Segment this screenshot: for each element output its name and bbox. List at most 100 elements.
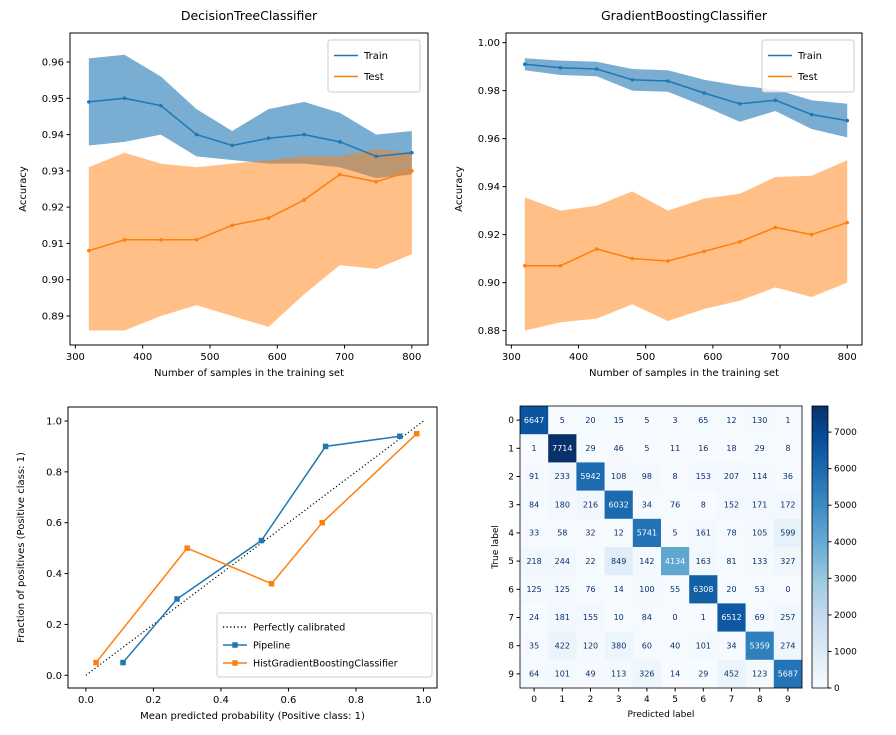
cm-cell-4-5 xyxy=(661,518,690,548)
cm-cell-8-0 xyxy=(520,631,549,661)
cm-cell-6-4 xyxy=(632,575,662,604)
cm-value: 20 xyxy=(585,416,595,425)
cm-value: 327 xyxy=(780,557,795,566)
cm-cell-9-9 xyxy=(773,659,803,689)
cm-value: 180 xyxy=(555,500,570,509)
legend-label: Test xyxy=(797,72,818,83)
marker xyxy=(184,545,190,551)
cm-cell-6-5 xyxy=(661,575,690,604)
cm-cell-8-3 xyxy=(604,631,634,661)
cm-value: 163 xyxy=(696,557,711,566)
cm-cell-3-1 xyxy=(548,490,577,520)
x-tick-label: 4 xyxy=(644,695,650,705)
y-tick-label: 0.91 xyxy=(42,239,64,250)
legend-label: Test xyxy=(363,72,384,83)
colorbar xyxy=(811,405,829,689)
series-line-train xyxy=(524,63,848,122)
cm-value: 76 xyxy=(670,500,680,509)
cm-cell-6-2 xyxy=(576,575,605,604)
x-axis-label: Number of samples in the training set xyxy=(154,368,344,379)
y-tick-label: 6 xyxy=(508,585,514,595)
cm-cell-1-4 xyxy=(632,434,662,463)
cm-cell-3-4 xyxy=(632,490,662,520)
cm-value: 64 xyxy=(529,670,539,679)
cm-cell-0-5 xyxy=(661,406,690,435)
cm-value: 18 xyxy=(726,444,736,453)
cm-cell-2-7 xyxy=(717,462,746,491)
x-tick-label: 1 xyxy=(559,695,565,705)
cm-value: 98 xyxy=(642,472,652,481)
cm-cell-1-1 xyxy=(548,434,577,463)
marker xyxy=(194,132,199,137)
y-tick-label: 0.96 xyxy=(42,58,64,69)
y-axis-label: True label xyxy=(491,525,501,570)
cm-cell-0-2 xyxy=(576,406,605,435)
cm-cell-2-2 xyxy=(576,462,605,491)
cm-value: 35 xyxy=(529,641,539,650)
y-axis-label: Accuracy xyxy=(454,166,465,212)
cm-cell-5-6 xyxy=(689,547,718,576)
cm-value: 108 xyxy=(611,472,626,481)
x-axis-label: Predicted label xyxy=(628,710,695,720)
band-test xyxy=(524,160,848,331)
marker xyxy=(809,232,814,237)
marker xyxy=(319,519,325,526)
marker xyxy=(410,150,414,155)
x-tick-label: 9 xyxy=(785,695,791,705)
y-tick-label: 0.0 xyxy=(46,671,62,682)
calibration-curve: 0.0 0.2 0.4 0.6 0.8 1.0 0.0 0.2 0.4 0.6 0.8 1.0 Mean… xyxy=(16,406,438,722)
x-tick-label: 0.2 xyxy=(145,695,161,706)
cm-value: 1 xyxy=(785,416,790,425)
cm-value: 53 xyxy=(755,585,765,594)
cm-value: 6647 xyxy=(524,416,544,425)
cm-value: 153 xyxy=(696,472,711,481)
colorbar-tick-label: 6000 xyxy=(834,465,857,475)
cm-value: 100 xyxy=(639,585,654,594)
y-tick-label: 0.88 xyxy=(478,326,500,337)
cm-cell-6-7 xyxy=(717,575,746,604)
cm-value: 32 xyxy=(585,529,595,538)
cm-cell-1-9 xyxy=(773,434,803,463)
cm-cell-5-9 xyxy=(773,547,803,576)
y-tick-label: 0.89 xyxy=(42,311,64,322)
cm-cell-0-7 xyxy=(717,406,746,435)
cm-cell-8-5 xyxy=(661,631,690,661)
cm-cell-0-8 xyxy=(745,406,775,435)
cm-value: 152 xyxy=(724,500,739,509)
cm-cell-6-3 xyxy=(604,575,634,604)
x-tick-label: 600 xyxy=(703,352,722,363)
cm-value: 20 xyxy=(726,585,736,594)
cm-cell-9-8 xyxy=(745,659,775,689)
cm-value: 326 xyxy=(639,670,654,679)
cm-value: 0 xyxy=(785,585,790,594)
x-tick-label: 0.0 xyxy=(78,695,94,706)
cm-cell-3-9 xyxy=(773,490,803,520)
legend-label: Train xyxy=(363,51,388,62)
x-tick-label: 7 xyxy=(729,695,735,705)
x-tick-label: 3 xyxy=(616,695,622,705)
cm-value: 274 xyxy=(780,641,795,650)
learning-curve-gradient-boosting: 300 400 500 600 700 800 0.88 0.90 0.92 0.94 0.96 0.… xyxy=(454,32,863,379)
cm-cell-3-3 xyxy=(604,490,634,520)
legend-label: HistGradientBoostingClassifier xyxy=(253,659,398,670)
y-tick-label: 0.93 xyxy=(42,166,64,177)
cm-cell-4-9 xyxy=(773,518,803,548)
cm-value: 60 xyxy=(642,641,652,650)
cm-value: 29 xyxy=(698,670,708,679)
x-tick-label: 400 xyxy=(569,352,588,363)
cm-value: 15 xyxy=(614,416,624,425)
y-tick-label: 0.95 xyxy=(42,94,64,105)
marker xyxy=(737,102,742,106)
cm-value: 22 xyxy=(585,557,595,566)
marker xyxy=(558,66,563,70)
cm-cell-1-5 xyxy=(661,434,690,463)
cm-cell-4-0 xyxy=(520,518,549,548)
x-tick-label: 500 xyxy=(200,352,219,363)
cm-cell-0-6 xyxy=(689,406,718,435)
cm-value: 125 xyxy=(555,585,570,594)
cm-cell-3-0 xyxy=(520,490,549,520)
y-tick-label: 8 xyxy=(508,642,514,652)
cm-value: 24 xyxy=(529,613,539,622)
legend-box xyxy=(327,39,421,93)
